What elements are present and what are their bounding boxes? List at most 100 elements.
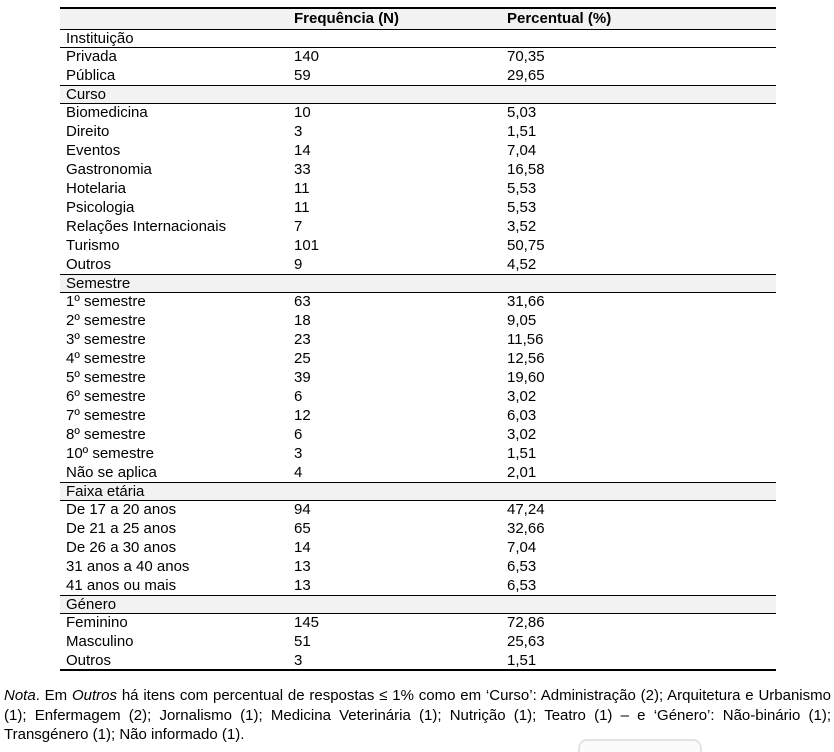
frequency-cell: 13	[294, 576, 311, 594]
table-row: 8º semestre 6 3,02	[60, 425, 776, 444]
row-label-cell: Outros	[66, 255, 112, 273]
table-row: Feminino 145 72,86	[60, 613, 776, 632]
frequency-cell: 94	[294, 501, 311, 519]
row-label-cell: Pública	[66, 66, 116, 84]
row-label-cell: Feminino	[66, 614, 128, 632]
table-row: Eventos 14 7,04	[60, 141, 776, 160]
percent-cell: 11,56	[507, 331, 544, 348]
row-label-cell: 8º semestre	[66, 426, 146, 443]
table-row: 1º semestre 63 31,66	[60, 292, 776, 311]
percent-cell: 1,51	[507, 651, 537, 669]
percent-cell: 29,65	[507, 66, 545, 84]
table-row: Não se aplica 4 2,01	[60, 463, 776, 482]
percent-cell: 4,52	[507, 255, 537, 273]
row-label-cell: Eventos	[66, 142, 121, 159]
frequency-cell: 63	[294, 293, 311, 311]
table-note: Nota. Em Outros há itens com percentual …	[4, 686, 831, 745]
percent-cell: 47,24	[507, 501, 545, 519]
section-label: Género	[60, 594, 776, 614]
section-row-semestre: Semestre	[60, 273, 776, 293]
row-label-cell: 1º semestre	[66, 293, 146, 311]
row-label-cell: 6º semestre	[66, 388, 146, 405]
frequency-cell: 3	[294, 651, 303, 669]
percent-cell: 19,60	[507, 369, 545, 386]
row-label-cell: 7º semestre	[66, 407, 146, 424]
percent-cell: 6,53	[507, 558, 537, 575]
percent-cell: 2,01	[507, 463, 537, 481]
frequency-cell: 14	[294, 142, 311, 159]
percent-cell: 50,75	[507, 237, 545, 254]
percent-cell: 25,63	[507, 633, 545, 650]
table-row: De 26 a 30 anos 14 7,04	[60, 538, 776, 557]
row-label-cell: 4º semestre	[66, 350, 146, 367]
frequency-cell: 14	[294, 539, 311, 556]
frequency-cell: 25	[294, 350, 311, 367]
note-italic-text: Outros	[72, 687, 118, 704]
row-label-cell: Direito	[66, 123, 110, 140]
percent-cell: 1,51	[507, 123, 537, 140]
table-row: 10º semestre 3 1,51	[60, 444, 776, 463]
percent-cell: 12,56	[507, 350, 545, 367]
row-label-cell: Turismo	[66, 237, 120, 254]
percent-cell: 72,86	[507, 614, 545, 632]
frequency-cell: 11	[294, 180, 310, 197]
table-row: 41 anos ou mais 13 6,53	[60, 576, 776, 595]
table-row: Pública 59 29,65	[60, 66, 776, 85]
row-label-cell: Hotelaria	[66, 180, 127, 197]
row-label-cell: Psicologia	[66, 199, 135, 216]
table-row: 5º semestre 39 19,60	[60, 368, 776, 387]
percent-cell: 32,66	[507, 520, 545, 537]
percent-cell: 6,03	[507, 407, 537, 424]
percent-cell: 5,53	[507, 199, 537, 216]
frequency-cell: 101	[294, 237, 320, 254]
table-row: 7º semestre 12 6,03	[60, 406, 776, 425]
table-row: Direito 3 1,51	[60, 122, 776, 141]
table-row: Psicologia 11 5,53	[60, 198, 776, 217]
frequency-cell: 3	[294, 123, 303, 140]
section-label: Curso	[60, 84, 776, 104]
percent-cell: 3,52	[507, 218, 537, 235]
row-label-cell: De 21 a 25 anos	[66, 520, 177, 537]
frequency-cell: 10	[294, 104, 311, 122]
frequency-cell: 11	[294, 199, 310, 216]
percent-cell: 9,05	[507, 312, 537, 329]
frequency-cell: 65	[294, 520, 311, 537]
row-label-cell: De 17 a 20 anos	[66, 501, 177, 519]
note-text: há itens com percentual de respostas ≤ 1…	[4, 687, 831, 743]
percent-cell: 6,53	[507, 576, 537, 594]
frequency-cell: 7	[294, 218, 303, 235]
table-header-row: Frequência (N) Percentual (%)	[60, 8, 776, 30]
percent-cell: 16,58	[507, 161, 545, 178]
table-row: 4º semestre 25 12,56	[60, 349, 776, 368]
table-row: Masculino 51 25,63	[60, 632, 776, 651]
table-row: 31 anos a 40 anos 13 6,53	[60, 557, 776, 576]
frequency-cell: 39	[294, 369, 311, 386]
table-row: 2º semestre 18 9,05	[60, 311, 776, 330]
table-row: 6º semestre 6 3,02	[60, 387, 776, 406]
percent-cell: 7,04	[507, 142, 537, 159]
row-label-cell: 10º semestre	[66, 445, 155, 462]
table-row: 3º semestre 23 11,56	[60, 330, 776, 349]
row-label-cell: De 26 a 30 anos	[66, 539, 177, 556]
percent-cell: 70,35	[507, 48, 545, 66]
header-stub-cell	[60, 8, 288, 30]
section-row-faixa-etaria: Faixa etária	[60, 481, 776, 501]
percent-cell: 1,51	[507, 445, 537, 462]
percent-cell: 3,02	[507, 388, 537, 405]
row-label-cell: Privada	[66, 48, 117, 66]
cut-off-button[interactable]	[578, 739, 702, 752]
frequency-cell: 4	[294, 463, 303, 481]
table-row: Outros 3 1,51	[60, 651, 776, 670]
frequency-cell: 3	[294, 445, 303, 462]
row-label-cell: 5º semestre	[66, 369, 146, 386]
percent-cell: 31,66	[507, 293, 545, 311]
row-label-cell: Relações Internacionais	[66, 218, 227, 235]
table-row: Privada 140 70,35	[60, 47, 776, 66]
section-label: Instituição	[60, 28, 776, 48]
frequency-cell: 33	[294, 161, 311, 178]
table-row: Turismo 101 50,75	[60, 236, 776, 255]
table-row: Gastronomia 33 16,58	[60, 160, 776, 179]
table-row: De 17 a 20 anos 94 47,24	[60, 500, 776, 519]
header-frequency-cell: Frequência (N)	[288, 8, 501, 30]
